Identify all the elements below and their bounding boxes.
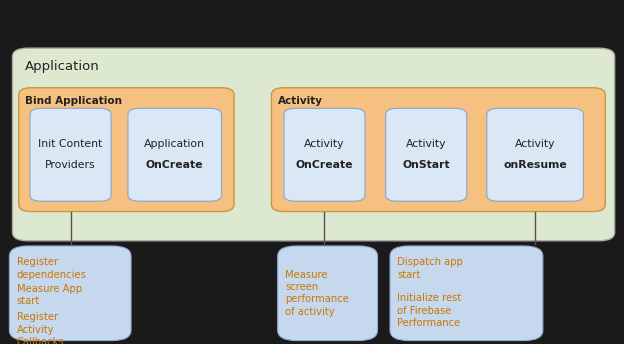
FancyBboxPatch shape — [30, 108, 111, 201]
FancyBboxPatch shape — [9, 246, 131, 341]
Text: Measure
screen
performance
of activity: Measure screen performance of activity — [285, 270, 349, 317]
Text: Activity: Activity — [406, 139, 446, 149]
Text: Application: Application — [144, 139, 205, 149]
Text: Activity: Activity — [515, 139, 555, 149]
Text: onResume: onResume — [503, 160, 567, 170]
Text: Register
Activity
Callbacks: Register Activity Callbacks — [17, 312, 64, 344]
Text: Initialize rest
of Firebase
Performance: Initialize rest of Firebase Performance — [397, 293, 462, 328]
Text: Measure App
start: Measure App start — [17, 284, 82, 306]
FancyBboxPatch shape — [284, 108, 365, 201]
Text: Bind Application: Bind Application — [25, 96, 122, 106]
Text: OnCreate: OnCreate — [296, 160, 353, 170]
FancyBboxPatch shape — [12, 48, 615, 241]
Text: OnCreate: OnCreate — [146, 160, 203, 170]
FancyBboxPatch shape — [271, 88, 605, 212]
Text: Init Content: Init Content — [39, 139, 102, 149]
Text: Activity: Activity — [305, 139, 344, 149]
Text: Register
dependencies: Register dependencies — [17, 257, 87, 280]
FancyBboxPatch shape — [487, 108, 583, 201]
FancyBboxPatch shape — [386, 108, 467, 201]
Text: Providers: Providers — [45, 160, 96, 170]
FancyBboxPatch shape — [19, 88, 234, 212]
Text: Dispatch app
start: Dispatch app start — [397, 257, 463, 280]
FancyBboxPatch shape — [390, 246, 543, 341]
FancyBboxPatch shape — [278, 246, 378, 341]
Text: OnStart: OnStart — [402, 160, 450, 170]
FancyBboxPatch shape — [128, 108, 222, 201]
Text: Application: Application — [25, 60, 100, 73]
Text: Activity: Activity — [278, 96, 323, 106]
FancyBboxPatch shape — [0, 0, 624, 48]
